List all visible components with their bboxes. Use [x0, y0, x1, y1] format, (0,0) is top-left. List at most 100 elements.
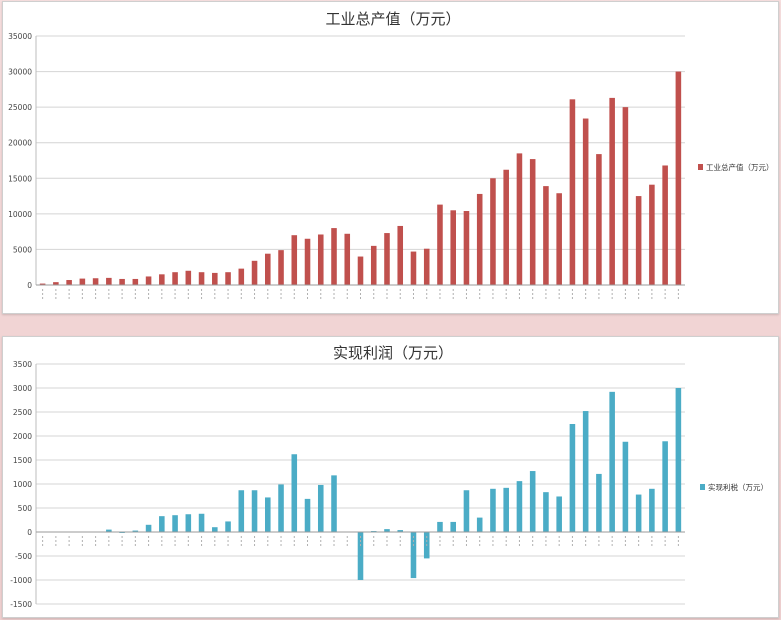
bar [331, 475, 337, 532]
bar [476, 193, 483, 285]
bar [172, 272, 178, 285]
bar [278, 484, 284, 532]
bar [543, 492, 549, 532]
y-tick-label: 1500 [13, 456, 32, 465]
bar [397, 530, 404, 532]
y-tick-label: 1000 [13, 480, 32, 489]
bar [622, 441, 629, 532]
bar [251, 260, 258, 285]
chart-panel-profit: 实现利润（万元） -1500 -1000 -500 0 500 1000 1500 2000 2… [2, 336, 779, 618]
bar [569, 424, 576, 532]
bar [450, 521, 456, 532]
bar [543, 186, 549, 285]
y-tick-label: 0 [27, 281, 32, 290]
bar [198, 513, 205, 532]
bar [185, 514, 192, 532]
y-tick-label: 3000 [13, 384, 32, 393]
bar [675, 71, 682, 285]
bar [106, 529, 112, 532]
y-tick-label: 35000 [8, 32, 32, 41]
y-tick-label: -1500 [10, 600, 32, 609]
bar [410, 532, 417, 579]
bar [225, 521, 231, 532]
bar [304, 498, 311, 532]
bar [278, 250, 284, 285]
bar [370, 245, 377, 285]
bar [476, 517, 483, 532]
bar [344, 233, 351, 285]
bar [437, 521, 443, 532]
legend-label: 实现利税（万元） [708, 482, 768, 492]
bar [662, 165, 668, 285]
bar [596, 154, 602, 285]
bar [516, 481, 523, 532]
y-tick-label: -1000 [10, 576, 32, 585]
bar [463, 211, 470, 285]
bar [609, 97, 615, 285]
bar [384, 233, 390, 285]
y-tick-label: 2500 [13, 408, 32, 417]
bar [397, 225, 404, 285]
output-value-chart: 工业总产值（万元） 0 5000 10000 15000 20000 25000 30000… [8, 10, 774, 299]
y-tick-label: 5000 [13, 245, 32, 254]
chart-title: 工业总产值（万元） [325, 10, 460, 28]
bar [265, 497, 271, 532]
bar [185, 270, 192, 285]
bar [212, 527, 218, 532]
bar [291, 235, 298, 285]
legend-label: 工业总产值（万元） [706, 162, 774, 172]
bar [649, 488, 655, 532]
bar [622, 107, 629, 286]
bar [132, 278, 139, 285]
y-tick-label: 20000 [8, 139, 32, 148]
legend-swatch [698, 164, 703, 170]
bar [423, 248, 430, 285]
bar [410, 251, 417, 285]
bar [662, 441, 668, 532]
bar [649, 184, 655, 285]
bar [198, 272, 205, 285]
bar [238, 268, 245, 285]
bar [39, 283, 46, 285]
y-tick-label: 30000 [8, 68, 32, 77]
bar [145, 276, 152, 285]
bar [159, 274, 165, 285]
bar [384, 529, 390, 532]
bar [529, 159, 536, 285]
bar [265, 253, 271, 285]
bar [609, 391, 615, 532]
bar [79, 278, 86, 285]
y-tick-label: 3500 [13, 360, 32, 369]
bar [225, 272, 231, 285]
y-tick-label: 10000 [8, 210, 32, 219]
bar [569, 99, 576, 286]
bar [119, 278, 125, 285]
bar [675, 388, 682, 532]
bar [357, 532, 364, 580]
y-tick-label: 2000 [13, 432, 32, 441]
bar [516, 153, 523, 285]
y-tick-label: 0 [27, 528, 32, 537]
y-tick-label: 15000 [8, 174, 32, 183]
legend-swatch [700, 484, 705, 490]
bar [529, 471, 536, 532]
profit-chart: 实现利润（万元） -1500 -1000 -500 0 500 1000 1500 2000 2… [10, 344, 768, 609]
bar [291, 454, 298, 532]
bar [331, 228, 337, 285]
bar [53, 282, 59, 285]
bar [503, 487, 509, 532]
bar [463, 490, 470, 532]
bar [159, 516, 165, 532]
chart-title: 实现利润（万元） [333, 344, 453, 362]
bar [450, 210, 456, 285]
bar [582, 118, 589, 285]
bar [635, 196, 642, 285]
chart-panel-output: 工业总产值（万元） 0 5000 10000 15000 20000 25000 30000… [2, 1, 779, 314]
bar [582, 411, 589, 532]
bar [596, 473, 602, 532]
bar [635, 494, 642, 532]
bar [317, 484, 324, 532]
bar [357, 256, 364, 285]
bar [145, 524, 152, 532]
bar [437, 204, 443, 285]
